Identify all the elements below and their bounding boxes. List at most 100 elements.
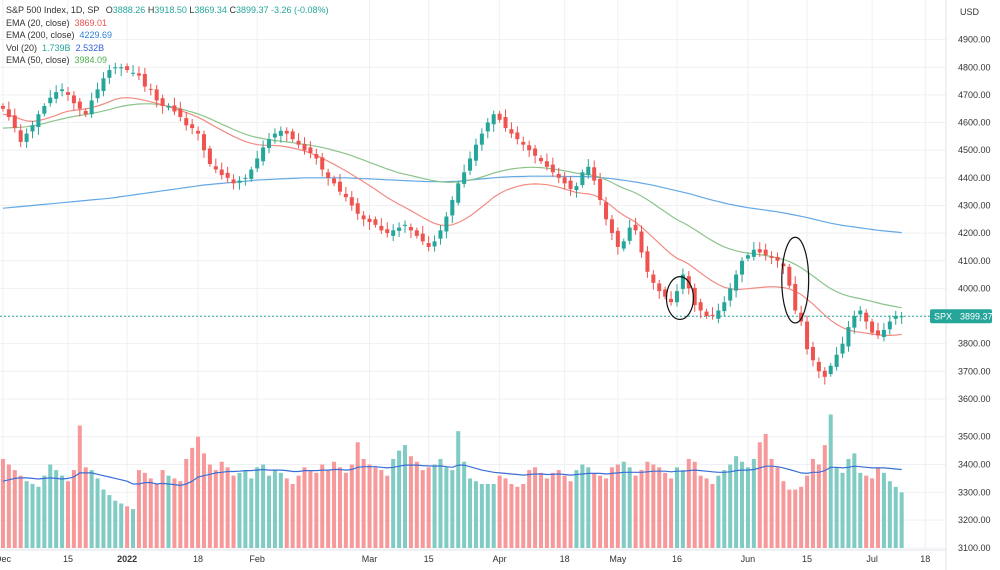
- volume-bar: [875, 467, 881, 548]
- candle-body: [627, 227, 632, 241]
- volume-bar: [77, 425, 82, 548]
- volume-bar: [95, 478, 100, 548]
- candle-body: [568, 180, 573, 189]
- candle-body: [550, 164, 555, 173]
- volume-bar: [450, 470, 455, 548]
- ohlc-h-label: H: [147, 5, 155, 15]
- volume-bar: [663, 472, 668, 548]
- volume-bar: [125, 506, 130, 548]
- candle-body: [237, 180, 242, 183]
- price-tick-label: 4400.00: [958, 173, 991, 183]
- volume-bar: [426, 467, 431, 548]
- candle-body: [326, 172, 331, 178]
- candle-body: [899, 316, 904, 318]
- candle-body: [379, 225, 384, 231]
- volume-tick-label: 3300.00: [958, 487, 991, 497]
- candle-body: [178, 108, 183, 118]
- volume-bar: [574, 470, 579, 548]
- time-tick-label: 2022: [117, 554, 137, 564]
- volume-bar: [332, 461, 337, 548]
- volume-bar: [740, 461, 745, 548]
- time-tick-label: Jun: [741, 554, 756, 564]
- candle-body: [810, 346, 815, 361]
- candle-body: [42, 105, 47, 114]
- ohlc-l-value: 3869.34: [194, 5, 227, 15]
- volume-bar: [479, 484, 484, 548]
- volume-bar: [657, 467, 662, 548]
- vol-value: 1.739B: [42, 42, 71, 53]
- candle-body: [337, 181, 342, 192]
- ema200-label: EMA (200, close): [6, 30, 75, 40]
- candle-body: [60, 89, 65, 92]
- candle-body: [408, 227, 413, 231]
- candle-body: [544, 161, 549, 167]
- ohlc-o-value: 3888.26: [112, 5, 146, 15]
- candle-body: [54, 92, 59, 99]
- volume-bar: [781, 481, 786, 548]
- volume-bar: [805, 475, 810, 548]
- price-tick-label: 4800.00: [958, 62, 991, 72]
- ohlc-c-label: C: [229, 5, 236, 15]
- candle-body: [267, 139, 272, 148]
- candle-body: [243, 177, 248, 179]
- volume-bar: [822, 445, 827, 548]
- volume-bar: [846, 458, 851, 548]
- volume-bar: [686, 458, 691, 548]
- candle-body: [397, 227, 402, 231]
- candle-body: [36, 114, 41, 127]
- volume-bar: [249, 478, 254, 548]
- candle-body: [101, 78, 106, 92]
- candle-body: [444, 216, 449, 232]
- volume-bar: [716, 475, 721, 548]
- volume-bar: [60, 475, 65, 548]
- volume-bar: [604, 478, 609, 548]
- price-tick-label: 4200.00: [958, 228, 991, 238]
- candle-body: [609, 219, 614, 234]
- candle-body: [704, 311, 709, 317]
- candle-body: [0, 105, 5, 109]
- volume-bar: [432, 464, 437, 548]
- legend-symbol-row: S&P 500 Index, 1D, SP O3888.26 H3918.50 …: [6, 4, 329, 17]
- symbol-name: S&P 500 Index, 1D, SP: [6, 5, 100, 15]
- volume-bar: [261, 464, 266, 548]
- volume-bar: [355, 442, 360, 548]
- volume-bar: [887, 481, 892, 548]
- candle-body: [184, 118, 189, 126]
- volume-bar: [89, 470, 94, 548]
- candle-body: [207, 148, 212, 165]
- candle-body: [538, 157, 544, 162]
- volume-bar: [160, 470, 165, 548]
- ema200-value: 4229.69: [79, 30, 113, 40]
- candle-body: [887, 321, 892, 330]
- volume-bar: [243, 470, 248, 548]
- volume-bar: [420, 470, 425, 548]
- candle-body: [462, 172, 467, 184]
- volume-bar: [314, 472, 319, 548]
- annotations: [665, 236, 810, 324]
- candle-body: [722, 302, 727, 312]
- candle-body: [213, 166, 218, 170]
- candle-body: [657, 283, 662, 292]
- volume-bar: [698, 475, 703, 548]
- time-tick-label: 16: [672, 554, 682, 564]
- candle-body: [586, 166, 591, 176]
- volume-bar: [704, 478, 709, 548]
- candle-body: [343, 193, 348, 198]
- time-tick-label: Feb: [249, 554, 265, 564]
- volume-bar: [397, 450, 402, 548]
- volume-bar: [509, 484, 514, 548]
- candle-body: [438, 230, 443, 239]
- volume-ma-line: [2, 464, 902, 487]
- price-tick-label: 3700.00: [958, 366, 991, 376]
- candle-body: [881, 329, 886, 338]
- volume-bar: [621, 461, 626, 548]
- candle-body: [77, 101, 82, 109]
- candle-body: [757, 249, 762, 253]
- candle-body: [521, 141, 526, 145]
- legend-ema50-row: EMA (50, close) 3984.09: [6, 54, 329, 67]
- price-tag-symbol: SPX: [934, 311, 952, 321]
- volume-bar: [0, 458, 5, 548]
- volume-bar: [544, 478, 549, 548]
